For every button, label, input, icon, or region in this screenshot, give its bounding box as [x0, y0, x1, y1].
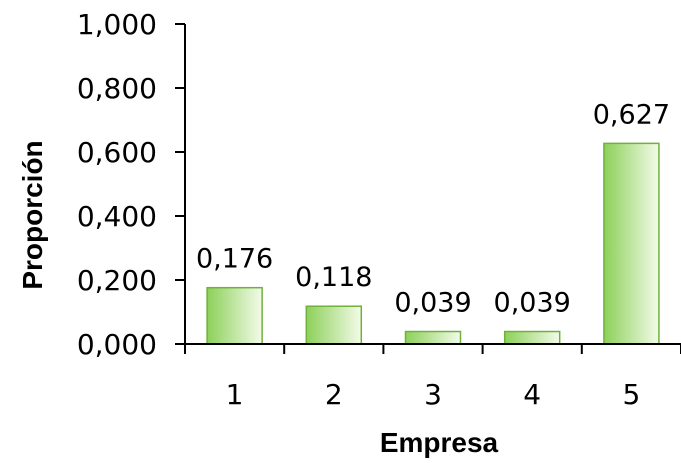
y-tick-label: 0,800 — [77, 72, 157, 105]
data-label-5: 0,627 — [593, 99, 670, 130]
y-tick-label: 0,400 — [77, 200, 157, 233]
data-label-1: 0,176 — [196, 244, 273, 275]
bar-1 — [206, 286, 263, 345]
x-tick-label-5: 5 — [622, 378, 640, 411]
y-tick-label: 1,000 — [77, 8, 157, 41]
x-tick-label-2: 2 — [325, 378, 343, 411]
y-tick-label: 0,200 — [77, 264, 157, 297]
data-label-2: 0,118 — [295, 262, 372, 293]
y-tick-label: 0,600 — [77, 136, 157, 169]
data-label-3: 0,039 — [394, 288, 471, 319]
x-axis-title: Empresa — [380, 427, 499, 458]
bar-4 — [503, 330, 561, 345]
bar-3 — [404, 330, 462, 345]
x-tick-label-1: 1 — [226, 378, 244, 411]
data-label-4: 0,039 — [494, 288, 571, 319]
x-tick-label-4: 4 — [523, 378, 541, 411]
bar-2 — [305, 305, 363, 345]
y-axis-title: Proporción — [17, 140, 48, 289]
y-axis-ticks: 0,000 0,200 0,400 0,600 0,800 1,000 — [77, 8, 185, 361]
x-axis-ticks: 1 2 3 4 5 — [184, 344, 681, 411]
bar-5 — [603, 142, 660, 345]
x-tick-label-3: 3 — [424, 378, 442, 411]
data-labels: 0,176 0,118 0,039 0,039 0,627 — [196, 99, 670, 318]
bars — [206, 142, 660, 345]
y-tick-label: 0,000 — [77, 328, 157, 361]
